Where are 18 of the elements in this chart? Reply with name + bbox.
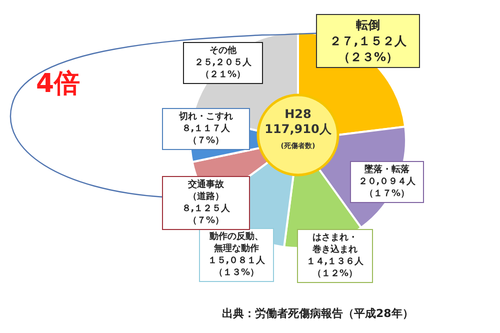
- data-label: ８,１１７人（７%）: [180, 123, 232, 147]
- slice-label: 転倒: [355, 17, 381, 33]
- data-label: ２７,１５２人（２３%）: [328, 33, 408, 65]
- data-label: ２５,２０５人（２１%）: [193, 57, 253, 81]
- slice-label: 切れ・こすれ: [178, 111, 234, 123]
- text: H28: [284, 107, 312, 122]
- source-note: 出典：労働者死傷病報告（平成28年）: [222, 306, 414, 321]
- data-label: ８,１２５人（７%）: [180, 203, 232, 227]
- slice-label: 動作の反動、無理な動作: [208, 231, 264, 255]
- slice-label: 墜落・転落: [364, 164, 410, 176]
- slice-label: はさまれ・巻き込まれ: [312, 232, 358, 256]
- slice-label: その他: [208, 45, 238, 57]
- text: 4倍: [36, 68, 80, 101]
- data-label: １４,１３６人（１２%）: [305, 256, 365, 280]
- text: 117,910人: [264, 122, 332, 137]
- data-label: １５,０８１人（１３%）: [206, 255, 266, 279]
- slice-label: 交通事故（道路）: [187, 179, 225, 203]
- data-label: ２０,０９４人（１７%）: [357, 176, 417, 200]
